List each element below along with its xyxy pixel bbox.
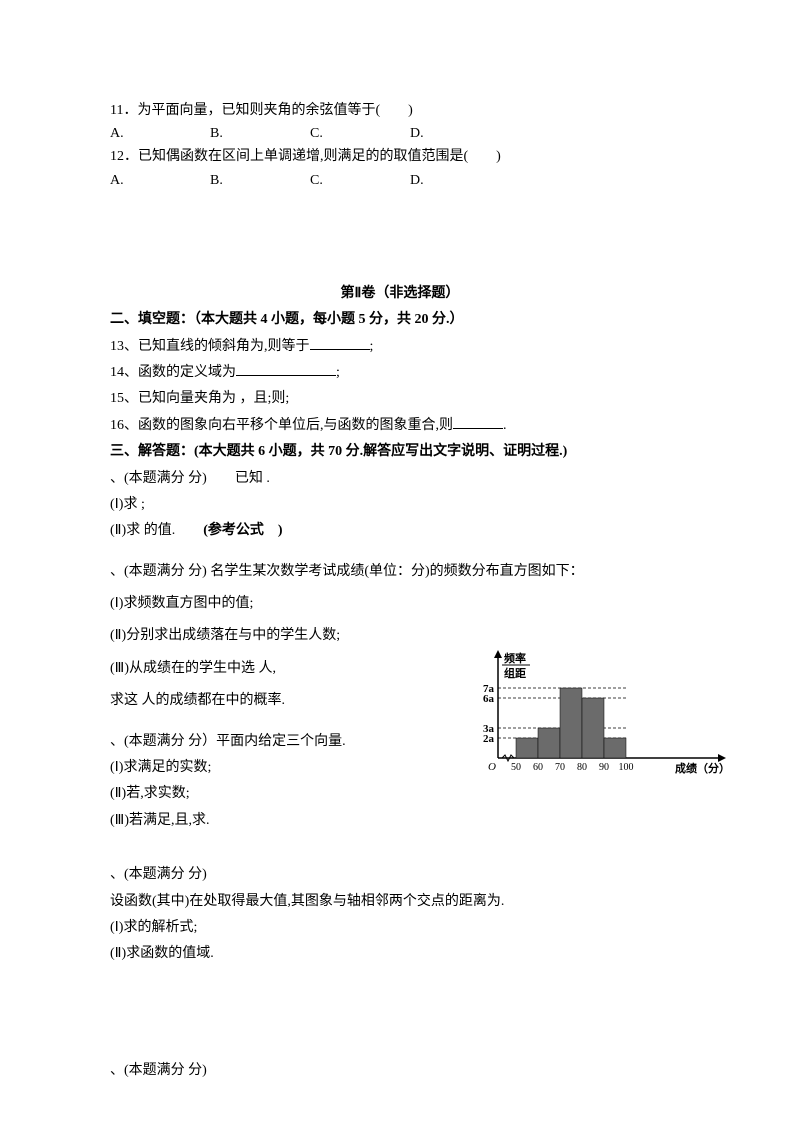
q13: 13、已知直线的倾斜角为,则等于; <box>110 336 690 358</box>
q12-opt-b: B. <box>210 173 240 189</box>
p20-l2: 设函数(其中)在处取得最大值,其图象与轴相邻两个交点的距离为. <box>110 891 690 913</box>
section2-title: 二、填空题：（本大题共 4 小题，每小题 5 分，共 20 分.） <box>110 309 690 331</box>
q14-blank <box>236 362 336 376</box>
q16: 16、函数的图象向右平移个单位后,与函数的图象重合,则. <box>110 415 690 437</box>
q11-opt-d: D. <box>410 126 440 142</box>
histogram-svg: 频率组距7a6a3a2a5060708090100O成绩（分） <box>460 650 740 780</box>
q11-opt-b: B. <box>210 126 240 142</box>
p18-l2: (Ⅰ)求频数直方图中的值; <box>110 593 690 615</box>
svg-text:组距: 组距 <box>504 666 526 680</box>
svg-text:6a: 6a <box>483 693 495 705</box>
svg-text:成绩（分）: 成绩（分） <box>675 761 730 775</box>
q14-text: 14、函数的定义域为 <box>110 365 236 380</box>
q14-tail: ; <box>336 365 340 380</box>
p18-l1: 、(本题满分 分) 名学生某次数学考试成绩(单位：分)的频数分布直方图如下： <box>110 561 690 583</box>
p20-l3: (Ⅰ)求的解析式; <box>110 917 690 939</box>
svg-text:60: 60 <box>533 762 543 773</box>
svg-text:频率: 频率 <box>504 651 526 665</box>
svg-text:100: 100 <box>619 762 634 773</box>
p21-l1: 、(本题满分 分) <box>110 1060 690 1082</box>
q12-opt-a: A. <box>110 173 140 189</box>
p17-l2: (Ⅰ)求 ; <box>110 494 690 516</box>
q11-options: A. B. C. D. <box>110 126 690 142</box>
q16-tail: . <box>503 418 507 433</box>
svg-text:50: 50 <box>511 762 521 773</box>
q14: 14、函数的定义域为; <box>110 362 690 384</box>
q15: 15、已知向量夹角为 ，且;则; <box>110 388 690 410</box>
q12-opt-d: D. <box>410 173 440 189</box>
q13-text: 13、已知直线的倾斜角为,则等于 <box>110 339 310 354</box>
p19-l4: (Ⅲ)若满足,且,求. <box>110 810 690 832</box>
p17-l1: 、(本题满分 分) 已知 . <box>110 468 690 490</box>
q12-options: A. B. C. D. <box>110 173 690 189</box>
q11-opt-c: C. <box>310 126 340 142</box>
p17-ref: (参考公式 ) <box>203 523 282 538</box>
p17-l3-text: (Ⅱ)求 的值. <box>110 523 203 538</box>
section3-title: 三、解答题：(本大题共 6 小题，共 70 分.解答应写出文字说明、证明过程.) <box>110 441 690 463</box>
svg-text:70: 70 <box>555 762 565 773</box>
q16-blank <box>453 415 503 429</box>
p20-l1: 、(本题满分 分) <box>110 864 690 886</box>
histogram-chart: 频率组距7a6a3a2a5060708090100O成绩（分） <box>460 650 740 780</box>
svg-text:O: O <box>488 761 496 773</box>
svg-text:90: 90 <box>599 762 609 773</box>
p19-l3: (Ⅱ)若,求实数; <box>110 783 690 805</box>
q13-tail: ; <box>370 339 374 354</box>
q16-text: 16、函数的图象向右平移个单位后,与函数的图象重合,则 <box>110 418 453 433</box>
p17-l3: (Ⅱ)求 的值. (参考公式 ) <box>110 520 690 542</box>
p18-l3: (Ⅱ)分别求出成绩落在与中的学生人数; <box>110 625 690 647</box>
svg-text:2a: 2a <box>483 733 495 745</box>
q12-text: 12．已知偶函数在区间上单调递增,则满足的的取值范围是( ) <box>110 146 690 168</box>
q11-opt-a: A. <box>110 126 140 142</box>
q11-text: 11．为平面向量，已知则夹角的余弦值等于( ) <box>110 100 690 122</box>
q12-opt-c: C. <box>310 173 340 189</box>
svg-text:80: 80 <box>577 762 587 773</box>
p20-l4: (Ⅱ)求函数的值域. <box>110 943 690 965</box>
part2-title: 第Ⅱ卷（非选择题） <box>110 283 690 305</box>
q13-blank <box>310 336 370 350</box>
